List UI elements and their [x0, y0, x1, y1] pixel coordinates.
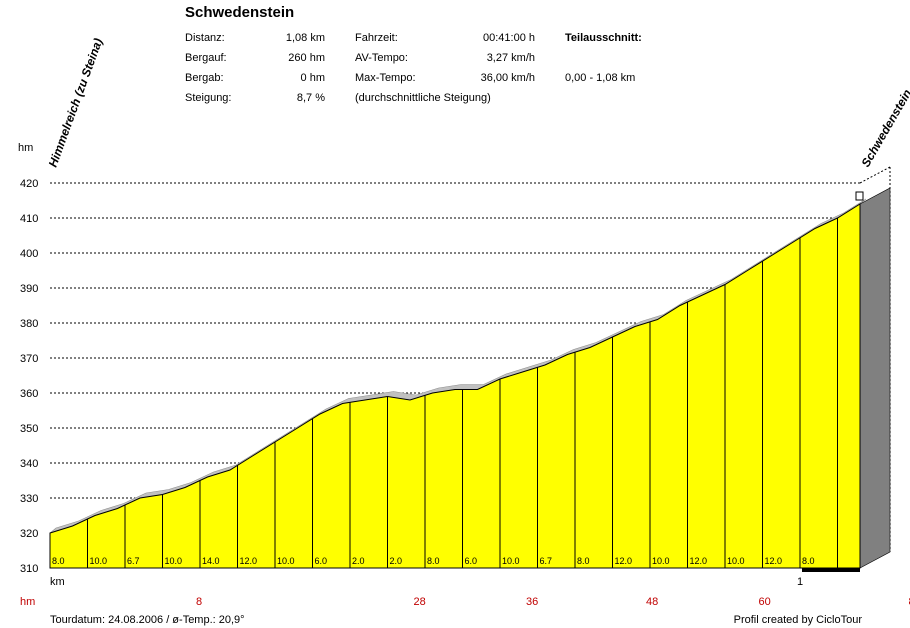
segment-gradient-label: 8.0 [427, 556, 440, 566]
y-tick-label: 410 [20, 213, 38, 225]
stat-value-distance: 1,08 km [285, 32, 325, 44]
segment-gradient-label: 2.0 [390, 556, 403, 566]
stat-label-distance: Distanz: [185, 32, 225, 44]
segment-gradient-label: 14.0 [202, 556, 220, 566]
y-tick-label: 370 [20, 353, 38, 365]
start-location-label: Himmelreich (zu Steina) [46, 36, 106, 169]
segment-gradient-label: 10.0 [277, 556, 295, 566]
y-tick-label: 310 [20, 563, 38, 575]
segment-gradient-label: 12.0 [765, 556, 783, 566]
y-gridline-depth [859, 166, 891, 184]
credit: Profil created by CicloTour [733, 614, 862, 626]
segment-gradient-label: 2.0 [352, 556, 365, 566]
stat-value-time: 00:41:00 h [483, 32, 535, 44]
segment-gradient-label: 12.0 [240, 556, 258, 566]
section-title: Teilausschnitt: [565, 32, 642, 44]
stat-label-gradient: Steigung: [185, 92, 232, 104]
stat-label-avg-speed: AV-Tempo: [355, 52, 408, 64]
stat-value-ascent: 260 hm [288, 52, 325, 64]
segment-gradient-label: 8.0 [802, 556, 815, 566]
hm-tick-label: 28 [414, 596, 426, 608]
segment-gradient-label: 10.0 [502, 556, 520, 566]
y-tick-label: 380 [20, 318, 38, 330]
stat-label-ascent: Bergauf: [185, 52, 227, 64]
segment-gradient-label: 10.0 [727, 556, 745, 566]
profile-area [49, 203, 861, 569]
segment-gradient-label: 6.0 [465, 556, 478, 566]
x-axis-label: km [50, 576, 65, 588]
segment-gradient-label: 8.0 [577, 556, 590, 566]
hm-tick-label: 48 [646, 596, 658, 608]
y-tick-label: 340 [20, 458, 38, 470]
segment-gradient-label: 12.0 [615, 556, 633, 566]
segment-gradient-label: 8.0 [52, 556, 65, 566]
y-tick-label: 420 [20, 178, 38, 190]
hm-tick-label: 80 [909, 596, 910, 608]
hm-tick-label: 36 [526, 596, 538, 608]
stat-label-time: Fahrzeit: [355, 32, 398, 44]
end-location-label: Schwedenstein [858, 87, 910, 170]
y-tick-label: 390 [20, 283, 38, 295]
segment-gradient-label: 10.0 [90, 556, 108, 566]
stat-value-avg-speed: 3,27 km/h [486, 52, 535, 64]
segment-gradient-label: 12.0 [690, 556, 708, 566]
chart-title: Schwedenstein [185, 4, 295, 21]
y-tick-label: 350 [20, 423, 38, 435]
segment-gradient-label: 6.7 [127, 556, 140, 566]
stat-value-descent: 0 hm [300, 72, 325, 84]
y-axis-label: hm [18, 142, 33, 154]
segment-gradient-label: 6.0 [315, 556, 328, 566]
segment-gradient-label: 10.0 [165, 556, 183, 566]
hm-tick-label: 60 [759, 596, 771, 608]
stat-value-max-speed: 36,00 km/h [480, 72, 535, 84]
y-tick-label: 330 [20, 493, 38, 505]
y-tick-label: 360 [20, 388, 38, 400]
tour-date: Tourdatum: 24.08.2006 / ø-Temp.: 20,9° [50, 614, 245, 626]
x-tick-label: 1 [797, 576, 803, 588]
stat-value-gradient: 8,7 % [296, 92, 325, 104]
stat-label-descent: Bergab: [185, 72, 224, 84]
profile-side-face [859, 187, 891, 569]
section-range: 0,00 - 1,08 km [565, 72, 636, 84]
summit-marker [855, 191, 864, 201]
stat-note-gradient: (durchschnittliche Steigung) [355, 92, 491, 104]
hm-tick-label: 8 [196, 596, 202, 608]
y-tick-label: 400 [20, 248, 38, 260]
hm-axis-label: hm [20, 596, 35, 608]
stat-label-max-speed: Max-Tempo: [355, 72, 416, 84]
y-tick-label: 320 [20, 528, 38, 540]
segment-gradient-label: 6.7 [540, 556, 553, 566]
segment-gradient-label: 10.0 [652, 556, 670, 566]
x-axis-end-bar [802, 568, 860, 572]
